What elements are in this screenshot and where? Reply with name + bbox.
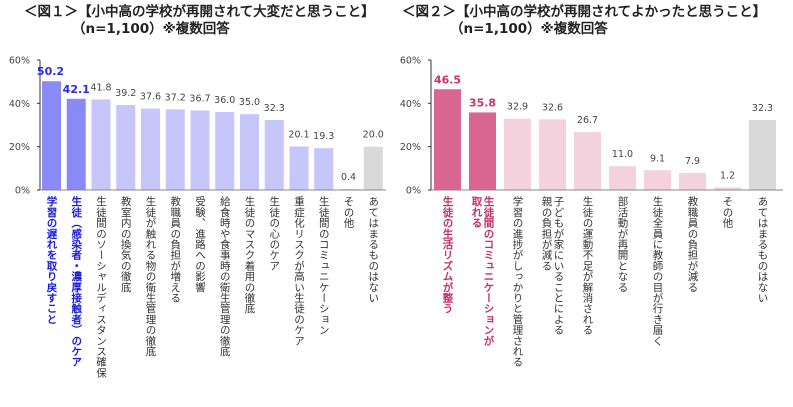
chart2-bar <box>574 132 601 190</box>
chart1-category-label: 生徒（感染者・濃厚接触者）のケア <box>70 196 83 368</box>
chart2-data-label: 35.8 <box>469 96 496 109</box>
chart2-ytick-label: 40% <box>400 99 421 110</box>
chart2-ytick-label: 20% <box>400 142 421 153</box>
chart2-category-label: 生徒の運動不足が解消される <box>581 196 594 336</box>
chart1-bar <box>42 81 61 190</box>
chart2-category-label: 生徒間のコミュニケーションが 取れる <box>470 196 495 346</box>
chart1-bar <box>215 112 235 190</box>
chart2-bar <box>539 119 566 190</box>
chart1-subtitle: （n=1,100）※複数回答 <box>72 21 230 37</box>
chart1-data-label: 19.3 <box>313 131 334 142</box>
chart1-bar <box>264 120 284 190</box>
chart2-category-label: 教職員の負担が減る <box>686 196 699 293</box>
chart1-category-label: 生徒のマスク着用の徹底 <box>243 196 256 314</box>
chart1-data-label: 20.0 <box>363 130 384 141</box>
chart1-data-label: 20.1 <box>288 129 309 140</box>
chart2-data-label: 11.0 <box>612 149 633 160</box>
chart1-category-label: あてはまるものはない <box>367 196 380 303</box>
chart1-category-label: その他 <box>342 196 355 229</box>
chart2-category-label: 生徒の生活リズムが整う <box>441 196 454 314</box>
chart1-category-label: 生徒の心のケア <box>268 196 281 271</box>
chart1-data-label: 37.2 <box>165 92 186 103</box>
chart1-data-label: 35.0 <box>239 97 260 108</box>
chart1-bar <box>314 148 334 190</box>
chart2-data-label: 1.2 <box>720 170 735 181</box>
chart1-bar <box>289 146 309 190</box>
chart2-bar <box>504 118 531 190</box>
chart1-title: ＜図１＞【小中高の学校が再開されて大変だと思うこと】 <box>24 4 375 20</box>
chart1-category-label: 受験、進路への影響 <box>194 196 206 293</box>
chart2-data-label: 7.9 <box>685 156 700 167</box>
chart1-bar <box>66 98 86 190</box>
chart2-category-label: あてはまるものはない <box>756 196 769 303</box>
chart1-bar <box>363 146 383 190</box>
chart1-data-label: 0.4 <box>341 172 356 183</box>
chart2-title: ＜図２＞【小中高の学校が再開されてよかったと思うこと】 <box>402 4 767 20</box>
chart2-bar <box>714 187 741 190</box>
chart2-category-label: 子どもが家にいることによる 親の負担が減る <box>540 196 565 336</box>
chart2-bar <box>434 89 461 190</box>
chart2-category-label: 部活動が再開となる <box>616 196 629 293</box>
chart1-ytick-label: 40% <box>9 99 30 110</box>
chart1-bar <box>240 114 259 190</box>
chart2-data-label: 32.6 <box>542 102 563 113</box>
chart2-bar <box>644 170 671 190</box>
chart2-data-label: 46.5 <box>434 73 461 86</box>
chart1-ytick-label: 60% <box>9 56 30 67</box>
chart2-ytick-label: 60% <box>400 56 421 67</box>
chart2-bar <box>679 172 706 190</box>
chart1-category-label: 重症化リスクが高い生徒のケア <box>293 196 305 346</box>
chart1-ytick-label: 0% <box>15 186 30 197</box>
chart1-data-label: 50.2 <box>37 65 64 78</box>
chart1-data-label: 39.2 <box>115 88 136 99</box>
chart1-bar <box>91 99 111 190</box>
chart2-data-label: 32.9 <box>507 102 528 113</box>
chart2-bar <box>609 166 636 190</box>
chart2-data-label: 32.3 <box>752 103 773 114</box>
chart2-category-label: 生徒全員に教師の目が行き届く <box>651 196 664 346</box>
chart1-data-label: 32.3 <box>264 103 285 114</box>
chart1-category-label: 生徒が触れる物の衛生管理の徹底 <box>144 196 157 357</box>
chart1-category-label: 学習の遅れを取り戻すこと <box>45 196 58 325</box>
chart2-bar <box>749 120 776 190</box>
chart1-bar <box>116 105 136 190</box>
chart1-data-label: 36.0 <box>214 95 235 106</box>
chart1-bar <box>190 110 210 190</box>
chart2-category-label: 学習の進捗がしっかりと管理される <box>511 196 524 368</box>
chart1-bar <box>141 108 160 190</box>
chart2-subtitle: （n=1,100）※複数回答 <box>450 21 608 37</box>
chart1-data-label: 41.8 <box>90 82 111 93</box>
chart1-ytick-label: 20% <box>9 142 30 153</box>
chart2-ytick-label: 0% <box>406 186 421 197</box>
chart1-category-label: 教職員の負担が増える <box>169 196 182 303</box>
chart1-category-label: 生徒間のソーシャルディスタンス確保 <box>95 196 107 378</box>
chart1-category-label: 給食時や食事時の衛生管理の徹底 <box>218 196 231 357</box>
chart1-data-label: 42.1 <box>63 83 90 96</box>
chart2-category-label: その他 <box>721 196 734 229</box>
chart1-category-label: 教室内の換気の徹底 <box>119 196 132 293</box>
chart2-data-label: 9.1 <box>650 153 665 164</box>
chart2-data-label: 26.7 <box>577 115 598 126</box>
chart1-data-label: 36.7 <box>189 93 210 104</box>
chart1-category-label: 生徒間のコミュニケーション <box>317 196 330 336</box>
chart2-bar <box>469 112 496 190</box>
chart1-bar <box>165 109 185 190</box>
chart1-data-label: 37.6 <box>140 92 161 103</box>
